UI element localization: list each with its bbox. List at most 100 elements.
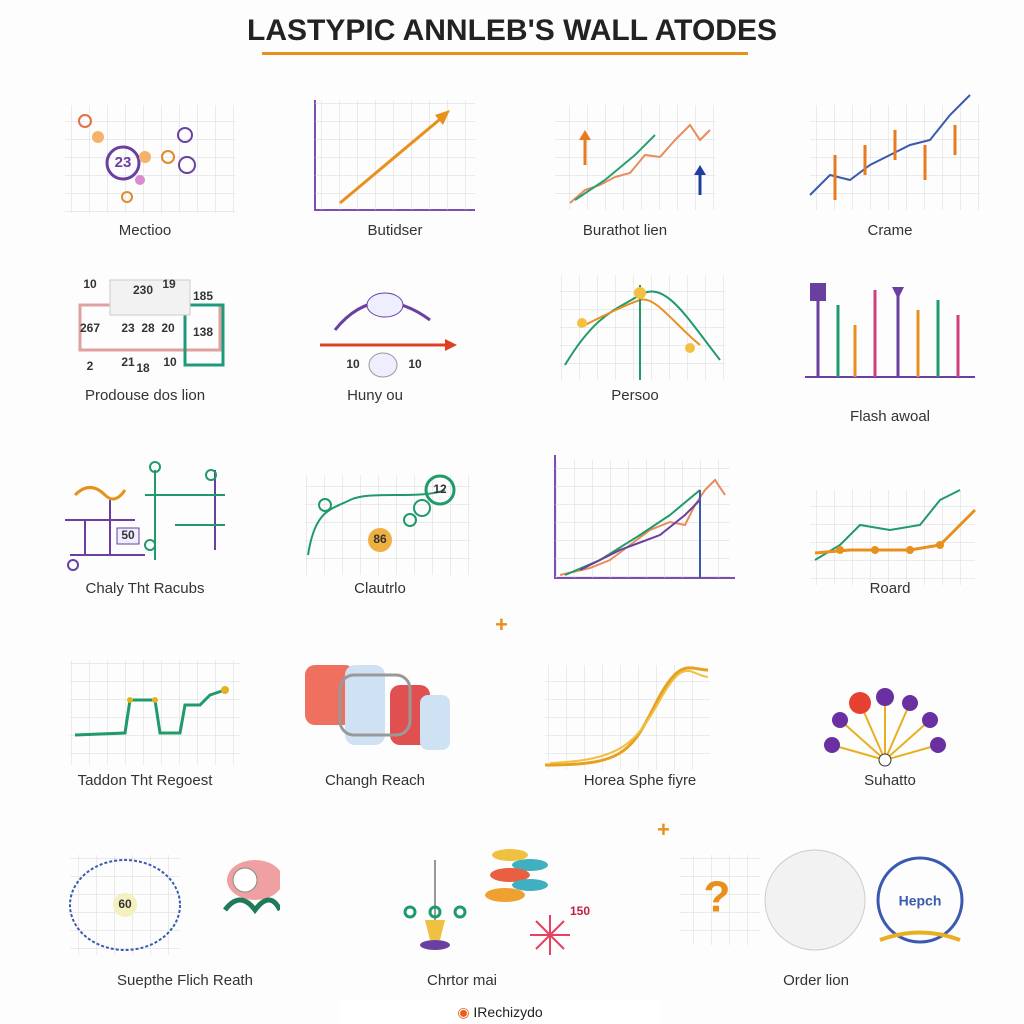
caption: Huny ou: [347, 387, 403, 404]
illustration-g: [127, 686, 229, 703]
illustration-ellipse: [512, 859, 548, 871]
tile: 12 86: [270, 450, 490, 590]
tile: [780, 470, 1000, 610]
illustration-circle: [428, 905, 442, 919]
illustration-circle: [930, 737, 946, 753]
illustration-g: [833, 125, 957, 200]
illustration-polygon: [694, 165, 706, 175]
caption: Roard: [869, 580, 911, 597]
title: LASTYPIC ANNLEB'S WALL ATODES: [247, 14, 777, 47]
illustration-path: [425, 920, 445, 940]
illustration-ellipse: [368, 352, 398, 378]
illustration-g: [403, 905, 467, 919]
illustration-circle: [149, 461, 161, 473]
chart-label: 150: [570, 904, 590, 918]
plus-icon: +: [657, 817, 670, 842]
chart-label: 12: [433, 482, 447, 496]
chart-label: 2: [87, 359, 94, 373]
tile: [530, 645, 750, 785]
chart-label: 23: [115, 154, 132, 171]
footer-text: IRechizydo: [473, 1004, 543, 1020]
illustration-g: [836, 541, 944, 554]
illustration-g: [831, 697, 939, 761]
tile: 60: [60, 840, 283, 980]
chart-label: 60: [118, 897, 132, 911]
illustration-line: [884, 744, 939, 761]
caption: Changh Reach: [324, 772, 426, 789]
caption: Suhatto: [864, 772, 916, 789]
illustration-circle: [764, 849, 866, 951]
illustration-circle: [144, 539, 156, 551]
illustration-g: [530, 915, 570, 955]
illustration-circle: [161, 150, 175, 164]
plus-icon: +: [495, 612, 508, 637]
illustration-svg: 60: [69, 855, 283, 955]
illustration-rect: [338, 673, 412, 737]
tile: [780, 85, 1000, 225]
illustration-svg: [810, 489, 977, 585]
illustration-svg: 10 230 19 185 267 23 28 20 138 2 21 18 10: [78, 277, 225, 375]
illustration-circle: [871, 546, 879, 554]
chart-label: 28: [141, 321, 155, 335]
illustration-svg: 10 10: [320, 292, 457, 378]
illustration-ellipse: [490, 868, 530, 882]
caption: Crame: [867, 222, 913, 239]
chart-label: ?: [704, 873, 731, 922]
illustration-line: [339, 113, 446, 205]
caption: Chaly Tht Racubs: [85, 580, 205, 597]
illustration-circle: [634, 287, 646, 299]
illustration-svg: 50: [65, 461, 225, 571]
illustration-svg: [305, 665, 450, 750]
caption: Mectioo: [118, 222, 172, 239]
chart-label: 18: [136, 361, 150, 375]
illustration-svg: [555, 105, 715, 210]
illustration-svg: [70, 660, 240, 765]
illustration-ellipse: [512, 879, 548, 891]
chart-label: 10: [163, 355, 177, 369]
illustration-circle: [824, 737, 840, 753]
tile: 150: [380, 840, 600, 980]
illustration-svg: [560, 275, 725, 380]
illustration-ellipse: [420, 940, 450, 950]
illustration-svg: [809, 94, 980, 210]
illustration-circle: [836, 546, 844, 554]
illustration-line: [831, 744, 886, 761]
illustration-circle: [424, 474, 456, 506]
illustration-circle: [205, 469, 217, 481]
illustration-svg: 12 86: [305, 474, 470, 575]
illustration-circle: [936, 541, 944, 549]
chart-label: 230: [133, 283, 153, 297]
chart-label: 20: [161, 321, 175, 335]
illustration-ellipse: [492, 849, 528, 861]
tile: 10 230 19 185 267 23 28 20 138 2 21 18 10: [35, 255, 255, 395]
illustration-circle: [922, 712, 938, 728]
illustration-circle: [413, 499, 431, 517]
illustration-circle: [403, 513, 417, 527]
illustration-circle: [453, 905, 467, 919]
illustration-polyline: [579, 499, 701, 571]
illustration-circle: [876, 688, 894, 706]
tile: 50: [35, 450, 255, 590]
illustration-polyline: [809, 94, 971, 196]
illustration-rect: [345, 665, 385, 745]
illustration-path: [544, 666, 709, 767]
illustration-polygon: [892, 287, 904, 299]
illustration-svg: 150: [403, 849, 590, 955]
illustration-line: [839, 719, 886, 761]
tile: [525, 255, 745, 395]
caption: Suepthe Flich Reath: [117, 972, 253, 989]
illustration-rect: [116, 527, 140, 545]
tile: [265, 645, 485, 785]
illustration-circle: [685, 343, 695, 353]
illustration-circle: [152, 697, 158, 703]
illustration-g: [816, 290, 960, 377]
illustration-svg: [314, 100, 475, 211]
illustration-rect: [420, 695, 450, 750]
illustration-svg: ? Hepch: [680, 849, 964, 951]
illustration-rect: [810, 283, 826, 301]
illustration-circle: [177, 127, 193, 143]
illustration-circle: [221, 686, 229, 694]
caption: Clautrlo: [354, 580, 406, 597]
illustration-rect: [70, 660, 240, 765]
illustration-rect: [810, 490, 975, 585]
